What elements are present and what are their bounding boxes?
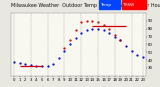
Text: THSW: THSW: [122, 3, 135, 7]
Text: Temp: Temp: [100, 3, 111, 7]
Text: Milwaukee Weather  Outdoor Temp  vs  THSW Index  per Hour  (24 Hours): Milwaukee Weather Outdoor Temp vs THSW I…: [11, 3, 160, 8]
